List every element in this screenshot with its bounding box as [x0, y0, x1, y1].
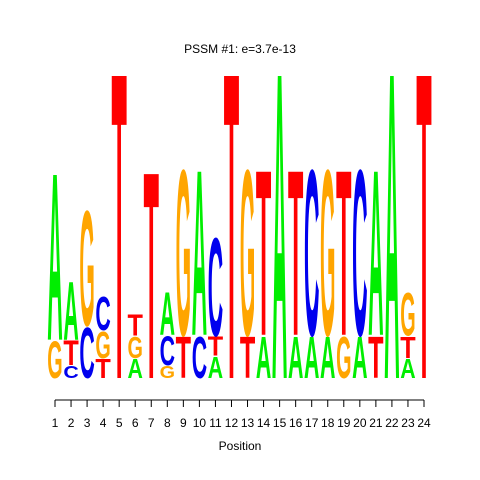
logo-letter: G — [47, 331, 62, 390]
logo-letter: T — [400, 330, 415, 364]
x-tick-label: 5 — [116, 416, 123, 430]
logo-letter: A — [288, 325, 303, 391]
x-tick-label: 9 — [180, 416, 187, 430]
logo-letter: C — [79, 312, 94, 393]
logo-letter: T — [128, 308, 143, 342]
x-tick-label: 1 — [52, 416, 59, 430]
logo-letter: T — [240, 325, 255, 391]
logo-letter: G — [128, 330, 143, 364]
x-tick-label: 20 — [353, 416, 367, 430]
x-tick-label: 19 — [337, 416, 351, 430]
logo-letter: A — [304, 325, 319, 391]
logo-letter: T — [224, 0, 239, 472]
logo-letter: A — [384, 0, 399, 472]
logo-letter: A — [47, 123, 62, 390]
logo-letter: T — [95, 353, 110, 384]
logo-letter: A — [320, 325, 335, 391]
logo-letter: A — [128, 353, 143, 384]
x-tick-label: 23 — [401, 416, 415, 430]
logo-letter: A — [368, 120, 383, 386]
x-tick-label: 17 — [305, 416, 319, 430]
logo-letter: T — [63, 333, 78, 372]
logo-letter: C — [160, 328, 175, 374]
logo-letter: G — [240, 120, 255, 386]
x-tick-label: 21 — [369, 416, 383, 430]
x-tick-label: 12 — [225, 416, 239, 430]
logo-letter: G — [160, 362, 175, 382]
logo-letter: T — [256, 120, 271, 386]
x-tick-label: 2 — [68, 416, 75, 430]
logo-letter: T — [111, 0, 126, 472]
x-tick-label: 4 — [100, 416, 107, 430]
logo-letter: A — [272, 0, 287, 472]
x-tick-label: 10 — [193, 416, 207, 430]
x-tick-label: 3 — [84, 416, 91, 430]
x-axis-label: Position — [219, 439, 262, 453]
x-tick-label: 13 — [241, 416, 255, 430]
logo-letter: C — [63, 362, 78, 382]
logo-letter: C — [192, 325, 207, 391]
logo-letter: G — [95, 324, 110, 367]
x-tick-label: 24 — [417, 416, 431, 430]
logo-letter: A — [208, 350, 223, 384]
logo-letter: A — [256, 325, 271, 391]
x-tick-label: 22 — [385, 416, 399, 430]
x-tick-label: 15 — [273, 416, 287, 430]
x-tick-label: 7 — [148, 416, 155, 430]
x-tick-label: 14 — [257, 416, 271, 430]
logo-letter: A — [192, 120, 207, 386]
logo-letter: T — [208, 331, 223, 362]
logo-letter: C — [95, 286, 110, 340]
chart-title: PSSM #1: e=3.7e-13 — [184, 42, 296, 56]
logo-letter: T — [336, 120, 351, 386]
logo-letter: T — [368, 325, 383, 391]
logo-letter: T — [416, 0, 431, 472]
x-tick-label: 8 — [164, 416, 171, 430]
logo-letter: C — [304, 120, 319, 386]
logo-letter: A — [352, 325, 367, 391]
logo-letter: C — [208, 209, 223, 366]
logo-letter: A — [400, 353, 415, 384]
logo-letter: C — [352, 120, 367, 386]
logo-letter: T — [288, 120, 303, 386]
logo-letter: T — [176, 325, 191, 391]
x-tick-label: 6 — [132, 416, 139, 430]
logo-letter: T — [144, 110, 159, 441]
logo-letter: G — [79, 177, 94, 361]
x-tick-label: 18 — [321, 416, 335, 430]
logo-letter: G — [400, 280, 415, 349]
x-tick-label: 16 — [289, 416, 303, 430]
logo-letter: G — [176, 120, 191, 386]
x-tick-label: 11 — [209, 416, 222, 430]
logo-letter: G — [320, 120, 335, 386]
logo-letter: A — [160, 279, 175, 348]
logo-letter: G — [336, 325, 351, 391]
logo-letter: A — [63, 264, 78, 357]
